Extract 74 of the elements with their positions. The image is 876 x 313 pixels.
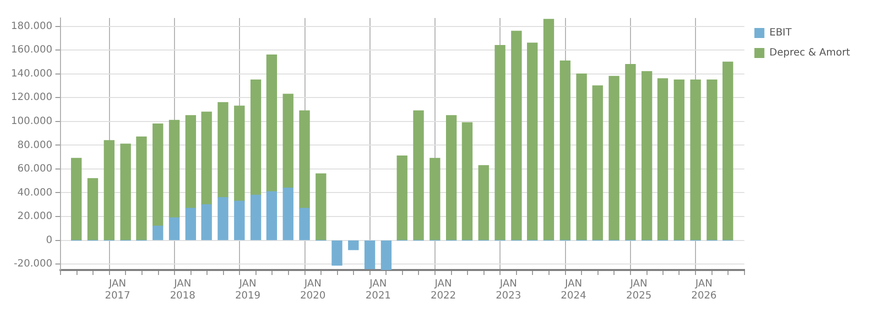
bar — [446, 115, 457, 240]
y-tick-label: 180.000 — [10, 20, 52, 32]
bar — [462, 122, 473, 240]
bar — [168, 217, 180, 240]
bar — [526, 42, 538, 240]
legend-label: Deprec & Amort — [769, 48, 850, 59]
bar — [396, 156, 408, 240]
x-tick-label: JAN 2025 — [626, 278, 652, 302]
bar — [657, 78, 668, 240]
bar — [71, 158, 82, 240]
x-tick-label: JAN 2020 — [300, 278, 326, 302]
bar — [282, 188, 294, 240]
bar — [413, 110, 424, 240]
bar — [380, 240, 392, 270]
bar — [576, 74, 587, 240]
bar — [316, 173, 326, 240]
bar — [185, 208, 196, 240]
legend-label: EBIT — [769, 28, 792, 39]
x-tick-label: JAN 2022 — [430, 278, 456, 302]
y-tick-label: 40.000 — [17, 187, 52, 198]
bar — [234, 200, 245, 240]
bar — [478, 165, 489, 240]
bar — [234, 106, 245, 202]
x-tick-label: JAN 2026 — [691, 278, 717, 302]
x-tick-label: JAN 2021 — [365, 278, 391, 302]
bar — [690, 79, 701, 240]
bar — [266, 191, 278, 240]
bar — [430, 158, 440, 240]
bar — [706, 79, 718, 240]
y-tick-label: 0 — [46, 234, 52, 246]
bar — [494, 45, 506, 240]
bar — [185, 115, 196, 209]
bar — [299, 110, 310, 209]
bar — [266, 54, 278, 192]
x-tick-label: JAN 2024 — [560, 278, 586, 302]
bar — [87, 178, 98, 240]
bar — [104, 140, 114, 240]
bar — [152, 123, 164, 226]
y-tick-label: 20.000 — [17, 211, 52, 222]
y-tick-label: 100.000 — [10, 116, 52, 128]
bar — [674, 79, 684, 240]
bar — [152, 226, 164, 240]
bar — [201, 112, 212, 205]
bar — [201, 204, 212, 240]
bar — [625, 64, 636, 240]
x-tick-label: JAN 2019 — [235, 278, 261, 302]
x-tick-label: JAN 2023 — [496, 278, 522, 302]
bar — [364, 240, 376, 270]
y-tick-label: -20.000 — [14, 258, 52, 270]
bar — [136, 136, 147, 240]
bar — [299, 208, 310, 240]
bar — [218, 102, 228, 198]
bar — [642, 71, 652, 240]
bar — [348, 240, 359, 250]
bar — [282, 94, 294, 188]
bar — [120, 144, 131, 240]
x-tick-label: JAN 2017 — [104, 278, 130, 302]
y-tick-label: 60.000 — [17, 164, 52, 175]
y-tick-label: 160.000 — [10, 44, 52, 56]
bar — [218, 197, 228, 240]
y-tick-label: 80.000 — [17, 140, 52, 151]
bar — [543, 18, 554, 240]
bar — [250, 79, 262, 196]
x-tick-label: JAN 2018 — [170, 278, 196, 302]
bar — [168, 120, 180, 218]
y-tick-label: 120.000 — [10, 92, 52, 104]
bar — [608, 76, 620, 240]
bar — [722, 62, 734, 240]
bar — [592, 85, 603, 240]
bar — [250, 194, 262, 240]
bar — [560, 60, 570, 240]
bar — [332, 240, 342, 266]
y-tick-label: 140.000 — [10, 68, 52, 80]
bar — [511, 30, 522, 240]
